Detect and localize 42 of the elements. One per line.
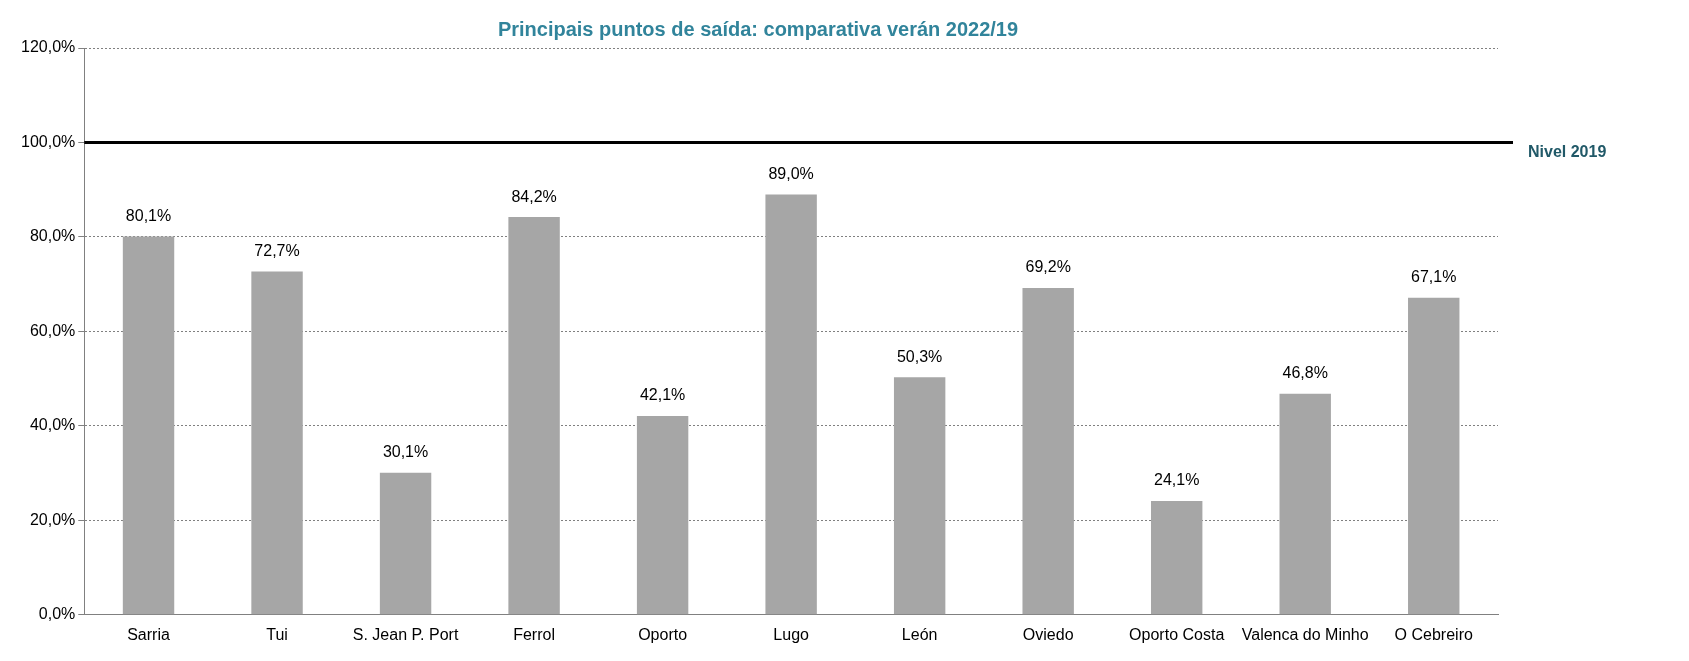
data-label: 80,1%: [125, 206, 172, 224]
y-tick-label: 0,0%: [38, 605, 76, 623]
bar: [1022, 287, 1074, 615]
x-tick-label: Oporto Costa: [1129, 625, 1225, 643]
data-label: 69,2%: [1025, 258, 1071, 276]
data-label: 42,1%: [639, 386, 686, 404]
bar: [379, 472, 432, 615]
bar: [636, 415, 689, 615]
bar: [1279, 393, 1331, 615]
ref-line-label: Nivel 2019: [1528, 142, 1607, 160]
y-tick-label: 60,0%: [29, 321, 76, 339]
data-label: 46,8%: [1282, 364, 1328, 382]
x-tick-label: Lugo: [773, 625, 810, 643]
data-label: 67,1%: [1411, 268, 1457, 286]
bar: [508, 217, 560, 615]
x-tick-label: Tui: [266, 625, 288, 643]
y-tick-label: 20,0%: [29, 510, 76, 528]
x-tick-label: León: [901, 625, 938, 643]
data-label: 89,0%: [768, 164, 814, 182]
bar: [1150, 500, 1203, 615]
data-label: 72,7%: [254, 241, 300, 259]
y-tick-label: 80,0%: [29, 227, 76, 245]
bar: [893, 377, 946, 615]
chart-title: Principais puntos de saída: comparativa verán 2022/19: [497, 17, 1019, 40]
data-label: 24,1%: [1154, 471, 1200, 489]
bar: [122, 236, 175, 615]
y-tick-label: 40,0%: [29, 416, 76, 434]
y-tick-label: 100,0%: [21, 132, 76, 150]
x-tick-label: Oviedo: [1022, 625, 1074, 643]
x-tick-label: Sarria: [127, 625, 170, 643]
y-tick-label: 120,0%: [21, 38, 76, 56]
x-tick-label: O Cebreiro: [1394, 625, 1473, 643]
data-label: 30,1%: [382, 443, 429, 461]
data-label: 50,3%: [896, 347, 943, 365]
data-label: 84,2%: [511, 187, 557, 205]
x-tick-label: Oporto: [638, 625, 688, 643]
bar: [1408, 297, 1460, 615]
x-tick-label: Ferrol: [513, 625, 555, 643]
x-tick-label: Valenca do Minho: [1241, 625, 1369, 643]
bar: [765, 194, 817, 615]
bar: [251, 271, 303, 615]
x-tick-label: S. Jean P. Port: [352, 625, 459, 643]
